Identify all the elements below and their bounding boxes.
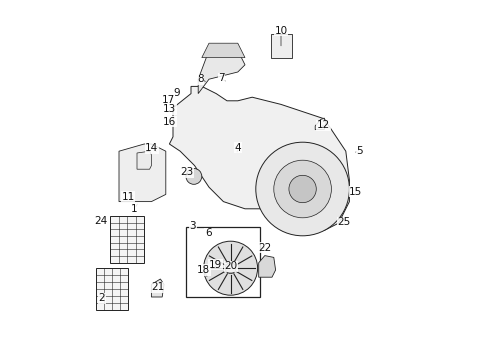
Text: 3: 3	[190, 221, 196, 231]
Circle shape	[274, 160, 331, 218]
Polygon shape	[170, 86, 349, 230]
Polygon shape	[151, 279, 164, 297]
Text: 19: 19	[209, 260, 222, 270]
Text: 22: 22	[258, 243, 271, 253]
Text: 25: 25	[338, 217, 351, 228]
Text: 2: 2	[98, 293, 105, 303]
Polygon shape	[259, 256, 275, 277]
Polygon shape	[198, 50, 245, 94]
Text: 24: 24	[95, 216, 108, 226]
Polygon shape	[331, 209, 341, 221]
Circle shape	[186, 168, 202, 184]
Text: 6: 6	[205, 228, 212, 238]
Text: 5: 5	[356, 146, 363, 156]
Circle shape	[289, 175, 316, 203]
Polygon shape	[119, 144, 166, 202]
Text: 4: 4	[235, 143, 241, 153]
Text: 13: 13	[163, 104, 176, 114]
Circle shape	[225, 263, 236, 274]
Text: 14: 14	[145, 143, 158, 153]
Text: 8: 8	[197, 74, 204, 84]
Text: 9: 9	[173, 88, 180, 98]
Bar	[186, 227, 260, 297]
Text: 1: 1	[131, 204, 138, 214]
Text: 20: 20	[224, 261, 237, 271]
Text: 11: 11	[122, 192, 135, 202]
Bar	[271, 34, 292, 58]
Polygon shape	[137, 151, 151, 169]
Text: 21: 21	[151, 282, 165, 292]
Text: 7: 7	[218, 73, 225, 84]
Polygon shape	[202, 43, 245, 58]
Bar	[110, 216, 144, 263]
Circle shape	[256, 142, 349, 236]
Text: 17: 17	[161, 95, 174, 105]
Polygon shape	[315, 118, 326, 130]
Text: 23: 23	[180, 167, 194, 177]
Bar	[96, 268, 128, 310]
Text: 16: 16	[163, 117, 176, 127]
Text: 12: 12	[317, 120, 330, 130]
Text: 18: 18	[197, 265, 210, 275]
Text: 10: 10	[274, 26, 288, 36]
Text: 15: 15	[349, 186, 363, 197]
Circle shape	[204, 241, 258, 295]
